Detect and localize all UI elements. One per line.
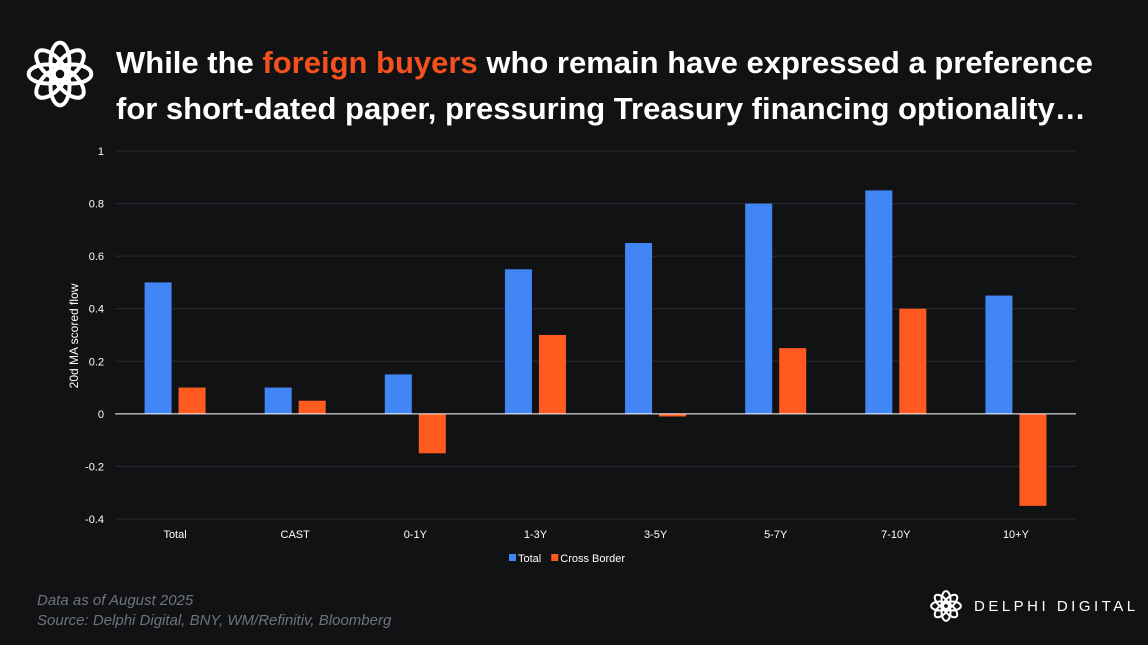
bar-cross-border-cast	[298, 400, 326, 414]
title-highlight: foreign buyers	[262, 45, 478, 80]
delphi-logo-icon	[26, 40, 94, 108]
bar-total-1-3y	[504, 269, 532, 414]
bar-cross-border-1-3y	[538, 335, 566, 414]
y-tick-labels: -0.4 -0.2 0 0.2 0.4 0.6 0.8 1	[85, 146, 104, 526]
bar-total-3-5y	[625, 243, 653, 414]
x-tick-labels: Total CAST 0-1Y 1-3Y 3-5Y 5-7Y 7-10Y 10+Y	[163, 529, 1029, 541]
x-tick-label: CAST	[281, 529, 311, 541]
x-tick-label: 7-10Y	[881, 529, 911, 541]
grid-lines	[115, 150, 1076, 520]
bar-total-7-10y	[865, 190, 893, 414]
source-text: Source: Delphi Digital, BNY, WM/Refiniti…	[37, 612, 392, 629]
delphi-knot-icon	[930, 590, 962, 622]
y-tick-label: -0.2	[85, 461, 104, 473]
x-tick-label: 10+Y	[1003, 529, 1030, 541]
bar-cross-border-3-5y	[659, 413, 687, 417]
title-part1: While the	[116, 45, 263, 80]
legend-swatch	[509, 554, 516, 561]
legend-label: Cross Border	[560, 553, 625, 565]
bar-total-5-7y	[745, 203, 773, 414]
brand: DELPHI DIGITAL	[928, 588, 1139, 624]
page-title: While the foreign buyers who remain have…	[116, 40, 1126, 132]
x-tick-label: 0-1Y	[404, 529, 428, 541]
bar-cross-border-5-7y	[779, 348, 807, 414]
bar-cross-border-10-y	[1019, 413, 1047, 506]
bar-cross-border-7-10y	[899, 308, 927, 414]
title-part2: who remain have expressed a preference f…	[116, 45, 1093, 126]
y-tick-label: 0.8	[89, 199, 104, 211]
bar-cross-border-total	[178, 387, 206, 414]
data-as-of-text: Data as of August 2025	[37, 592, 194, 609]
y-tick-label: 0.6	[89, 251, 104, 263]
y-tick-label: 1	[98, 146, 104, 158]
brand-name: DELPHI DIGITAL	[974, 597, 1139, 615]
y-tick-label: -0.4	[85, 514, 104, 526]
y-tick-label: 0.4	[89, 304, 104, 316]
x-tick-label: 5-7Y	[764, 529, 788, 541]
legend: Total Cross Border	[509, 553, 625, 565]
bars	[144, 190, 1047, 506]
bar-total-total	[144, 282, 172, 414]
bar-total-0-1y	[384, 374, 412, 414]
x-tick-label: 3-5Y	[644, 529, 668, 541]
bar-cross-border-0-1y	[418, 413, 446, 454]
legend-label: Total	[518, 553, 541, 565]
y-axis-label: 20d MA scored flow	[67, 283, 81, 388]
y-tick-label: 0.2	[89, 356, 104, 368]
y-tick-label: 0	[98, 409, 104, 421]
x-tick-label: 1-3Y	[524, 529, 548, 541]
legend-swatch	[551, 554, 559, 561]
footer-note: Data as of August 2025 Source: Delphi Di…	[37, 591, 391, 631]
x-tick-label: Total	[163, 529, 186, 541]
bar-total-cast	[264, 387, 292, 414]
bar-total-10-y	[985, 295, 1013, 414]
